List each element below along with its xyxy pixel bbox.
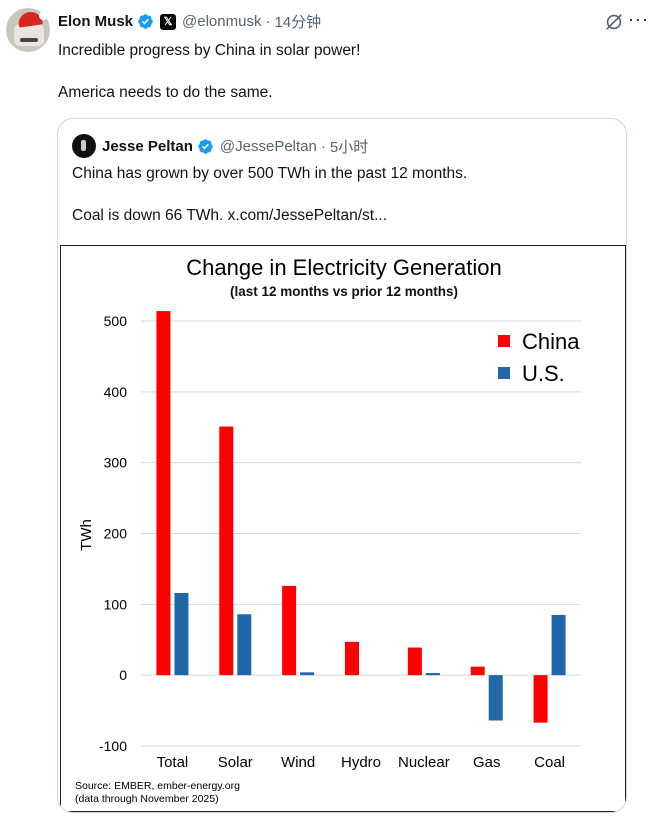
grok-icon[interactable]: [603, 11, 625, 33]
legend-swatch: [498, 335, 510, 347]
bar-china-solar: [219, 426, 234, 676]
quoted-author-handle[interactable]: @JessePeltan: [219, 137, 317, 155]
avatar-hat-pom: [39, 12, 47, 20]
quoted-tweet-text: China has grown by over 500 TWh in the p…: [72, 165, 468, 224]
y-axis-ticks: -100 0 100 200 300 400 500: [99, 313, 127, 754]
chart-image[interactable]: Change in Electricity Generation (last 1…: [60, 245, 626, 812]
bar-china-wind: [282, 585, 297, 676]
bar-us-gas: [488, 675, 503, 721]
tweet-author-row: Elon Musk 𝕏 @elonmusk · 14分钟: [58, 11, 321, 32]
verified-badge-icon: [198, 138, 213, 154]
chart-source: Source: EMBER, ember-energy.org: [75, 780, 240, 792]
x-tick-label: Total: [157, 754, 189, 771]
chart-bars: [156, 311, 566, 723]
more-options-icon[interactable]: ···: [628, 9, 649, 29]
quoted-tweet-card[interactable]: Jesse Peltan @JessePeltan · 5小时 China ha…: [57, 118, 627, 813]
avatar-face: [14, 24, 44, 46]
chart-subtitle: (last 12 months vs prior 12 months): [230, 284, 458, 299]
bar-china-hydro: [345, 641, 359, 676]
chart-title: Change in Electricity Generation: [186, 255, 502, 280]
y-tick-label: 300: [104, 455, 128, 471]
bar-us-wind: [300, 672, 315, 676]
author-name[interactable]: Elon Musk: [58, 13, 134, 30]
meta-separator: ·: [320, 137, 326, 155]
quoted-author-row: Jesse Peltan @JessePeltan · 5小时: [72, 134, 368, 158]
y-tick-label: -100: [99, 738, 127, 754]
chart-legend: China U.S.: [498, 329, 580, 386]
y-tick-label: 100: [104, 596, 128, 612]
bar-us-coal: [551, 614, 566, 676]
y-tick-label: 400: [104, 384, 128, 400]
quoted-author-name[interactable]: Jesse Peltan: [102, 137, 193, 155]
x-tick-label: Hydro: [341, 754, 381, 771]
bar-us-solar: [237, 614, 252, 676]
x-tick-label: Nuclear: [398, 754, 450, 771]
bar-chart: Change in Electricity Generation (last 1…: [75, 255, 581, 805]
bar-china-total: [156, 311, 171, 676]
legend-swatch: [498, 367, 510, 379]
tweet-text: Incredible progress by China in solar po…: [58, 42, 361, 101]
quoted-timestamp[interactable]: 5小时: [329, 138, 369, 156]
meta-separator: ·: [265, 13, 271, 30]
chart-grid: [141, 320, 581, 747]
legend-label: China: [522, 329, 580, 354]
verified-badge-icon: [138, 14, 153, 29]
x-tick-label: Wind: [281, 754, 315, 771]
author-handle[interactable]: @elonmusk: [182, 13, 262, 30]
y-tick-label: 200: [104, 526, 128, 542]
bar-china-nuclear: [407, 647, 422, 676]
x-affiliate-badge-icon: 𝕏: [160, 13, 177, 30]
bar-china-coal: [533, 675, 548, 723]
bar-us-nuclear: [425, 673, 440, 676]
quoted-author-avatar[interactable]: [72, 134, 96, 158]
x-axis-ticks: Total Solar Wind Hydro Nuclear Gas Coal: [157, 754, 565, 771]
x-tick-label: Coal: [534, 754, 565, 771]
y-axis-label: TWh: [78, 519, 95, 551]
x-tick-label: Gas: [473, 754, 501, 771]
avatar-mouth: [20, 38, 38, 42]
bar-china-gas: [470, 666, 485, 676]
x-tick-label: Solar: [218, 754, 253, 771]
legend-label: U.S.: [522, 361, 565, 386]
author-avatar[interactable]: [6, 8, 50, 52]
bar-us-total: [174, 593, 189, 676]
chart-source-date: (data through November 2025): [75, 793, 219, 805]
y-tick-label: 500: [104, 313, 128, 329]
y-tick-label: 0: [119, 667, 127, 683]
tweet-timestamp[interactable]: 14分钟: [274, 14, 322, 31]
